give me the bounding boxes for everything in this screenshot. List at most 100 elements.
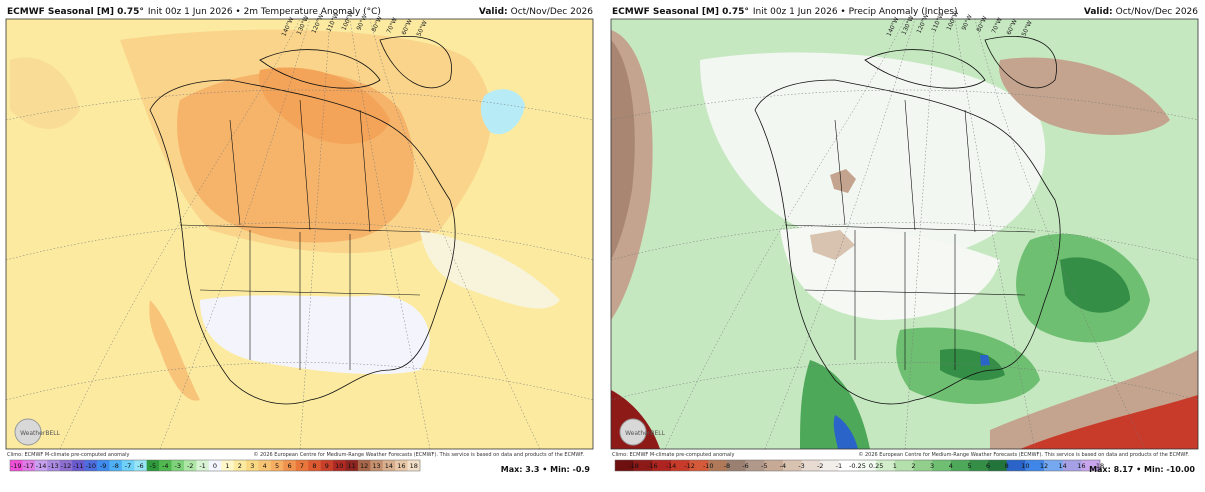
colorbar-swatch bbox=[146, 460, 160, 471]
colorbar-label: -3 bbox=[798, 462, 804, 470]
map-frame bbox=[5, 18, 594, 450]
colorbar-label: -3 bbox=[174, 462, 180, 470]
valid-label: Valid: bbox=[1084, 7, 1113, 17]
colorbar-label: -13 bbox=[48, 462, 59, 470]
colorbar-swatch bbox=[84, 460, 98, 471]
colorbar-swatch bbox=[159, 460, 172, 471]
colorbar-swatch bbox=[745, 460, 765, 471]
colorbar-swatch bbox=[969, 460, 989, 471]
colorbar-swatch bbox=[820, 460, 840, 471]
colorbar-label: 6 bbox=[287, 462, 291, 470]
colorbar-swatch bbox=[283, 460, 297, 471]
colorbar-label: -2 bbox=[817, 462, 823, 470]
colorbar-swatch bbox=[171, 460, 185, 471]
colorbar-label: 8 bbox=[312, 462, 316, 470]
colorbar-swatch bbox=[258, 460, 272, 471]
colorbar-label: 10 bbox=[335, 462, 343, 470]
colorbar-label: -4 bbox=[780, 462, 786, 470]
border-line bbox=[249, 230, 351, 370]
colorbar-swatch bbox=[857, 460, 877, 471]
colorbar-label: 1 bbox=[893, 462, 897, 470]
colorbar-label: -6 bbox=[137, 462, 143, 470]
border-line bbox=[834, 99, 976, 233]
colorbar-swatch bbox=[894, 460, 914, 471]
colorbar-swatch bbox=[876, 460, 896, 471]
colorbar-swatch bbox=[932, 460, 952, 471]
colorbar-label: -14 bbox=[36, 462, 47, 470]
coastline bbox=[259, 49, 381, 89]
colorbar-swatch bbox=[47, 460, 60, 471]
outline-set bbox=[610, 18, 1199, 450]
colorbar-swatch bbox=[10, 460, 23, 471]
colorbar-swatch bbox=[246, 460, 259, 471]
logo-badge bbox=[14, 418, 42, 446]
colorbar-label: -12 bbox=[684, 462, 695, 470]
colorbar-label: 1 bbox=[225, 462, 229, 470]
colorbar-swatch bbox=[1062, 460, 1082, 471]
colorbar-label: 14 bbox=[385, 462, 393, 470]
colorbar-label: 9 bbox=[325, 462, 329, 470]
border-line bbox=[854, 230, 956, 370]
colorbar-swatch bbox=[988, 460, 1008, 471]
graticule bbox=[610, 89, 1199, 401]
colorbar-swatch bbox=[670, 460, 690, 471]
colorbar-swatch bbox=[357, 460, 371, 471]
colorbar-swatch bbox=[615, 460, 634, 471]
graticule bbox=[5, 89, 594, 401]
colorbar-label: 11 bbox=[348, 462, 356, 470]
colorbar-frame bbox=[614, 459, 1101, 472]
title-detail: Init 00z 1 Jun 2026 • 2m Temperature Ano… bbox=[148, 7, 381, 17]
colorbar-label: -9 bbox=[100, 462, 106, 470]
colorbar-swatch bbox=[395, 460, 408, 471]
colorbar-label: 0.25 bbox=[869, 462, 883, 470]
colorbar-label: -12 bbox=[61, 462, 72, 470]
colorbar-swatch bbox=[221, 460, 234, 471]
colorbar-swatch bbox=[295, 460, 309, 471]
logo-badge bbox=[619, 418, 647, 446]
colorbar-swatch bbox=[1044, 460, 1063, 471]
colorbar-label: 3 bbox=[930, 462, 934, 470]
colorbar-swatch bbox=[913, 460, 933, 471]
colorbar-label: 5 bbox=[275, 462, 279, 470]
colorbar-label: -18 bbox=[628, 462, 639, 470]
colorbar-label: 10 bbox=[1021, 462, 1029, 470]
colorbar-label: -1 bbox=[836, 462, 842, 470]
colorbar-label: -8 bbox=[112, 462, 118, 470]
colorbar-swatch bbox=[382, 460, 396, 471]
colorbar-swatch bbox=[308, 460, 321, 471]
coastline bbox=[864, 49, 986, 89]
colorbar-swatch bbox=[950, 460, 970, 471]
colorbar-label: 0 bbox=[213, 462, 217, 470]
colorbar-label: -14 bbox=[666, 462, 677, 470]
colorbar-swatch bbox=[72, 460, 85, 471]
colorbar-label: 5 bbox=[967, 462, 971, 470]
outline-set bbox=[5, 18, 594, 450]
precip-map bbox=[611, 19, 1198, 449]
colorbar-swatch bbox=[34, 460, 48, 471]
border-line bbox=[784, 224, 1036, 233]
valid-value: Oct/Nov/Dec 2026 bbox=[1116, 7, 1199, 17]
border-line bbox=[199, 289, 421, 296]
coastline bbox=[379, 36, 452, 89]
colorbar-swatch bbox=[633, 460, 653, 471]
colorbar-label: -16 bbox=[647, 462, 658, 470]
border-line bbox=[804, 289, 1026, 296]
valid-text: Valid: Oct/Nov/Dec 2026 bbox=[1084, 7, 1198, 17]
colorbar-swatch bbox=[1025, 460, 1045, 471]
title-model: ECMWF Seasonal [M] 0.75° bbox=[612, 7, 749, 17]
valid-label: Valid: bbox=[479, 7, 508, 17]
border-line bbox=[229, 99, 371, 233]
valid-text: Valid: Oct/Nov/Dec 2026 bbox=[479, 7, 593, 17]
colorbar-swatch bbox=[801, 460, 821, 471]
stats: Max: 8.17 • Min: -10.00 bbox=[1089, 465, 1195, 474]
colorbar-swatch bbox=[134, 460, 147, 471]
temperature-map bbox=[6, 19, 593, 449]
colorbar-label: 4 bbox=[949, 462, 953, 470]
colorbar-label: 8 bbox=[1005, 462, 1009, 470]
colorbar-label: -2 bbox=[187, 462, 193, 470]
colorbar-label: -10 bbox=[85, 462, 96, 470]
colorbar-swatch bbox=[689, 460, 709, 471]
climo-note: Climo: ECMWF M-climate pre-computed anom… bbox=[612, 452, 734, 458]
title-detail: Init 00z 1 Jun 2026 • Precip Anomaly (In… bbox=[753, 7, 958, 17]
